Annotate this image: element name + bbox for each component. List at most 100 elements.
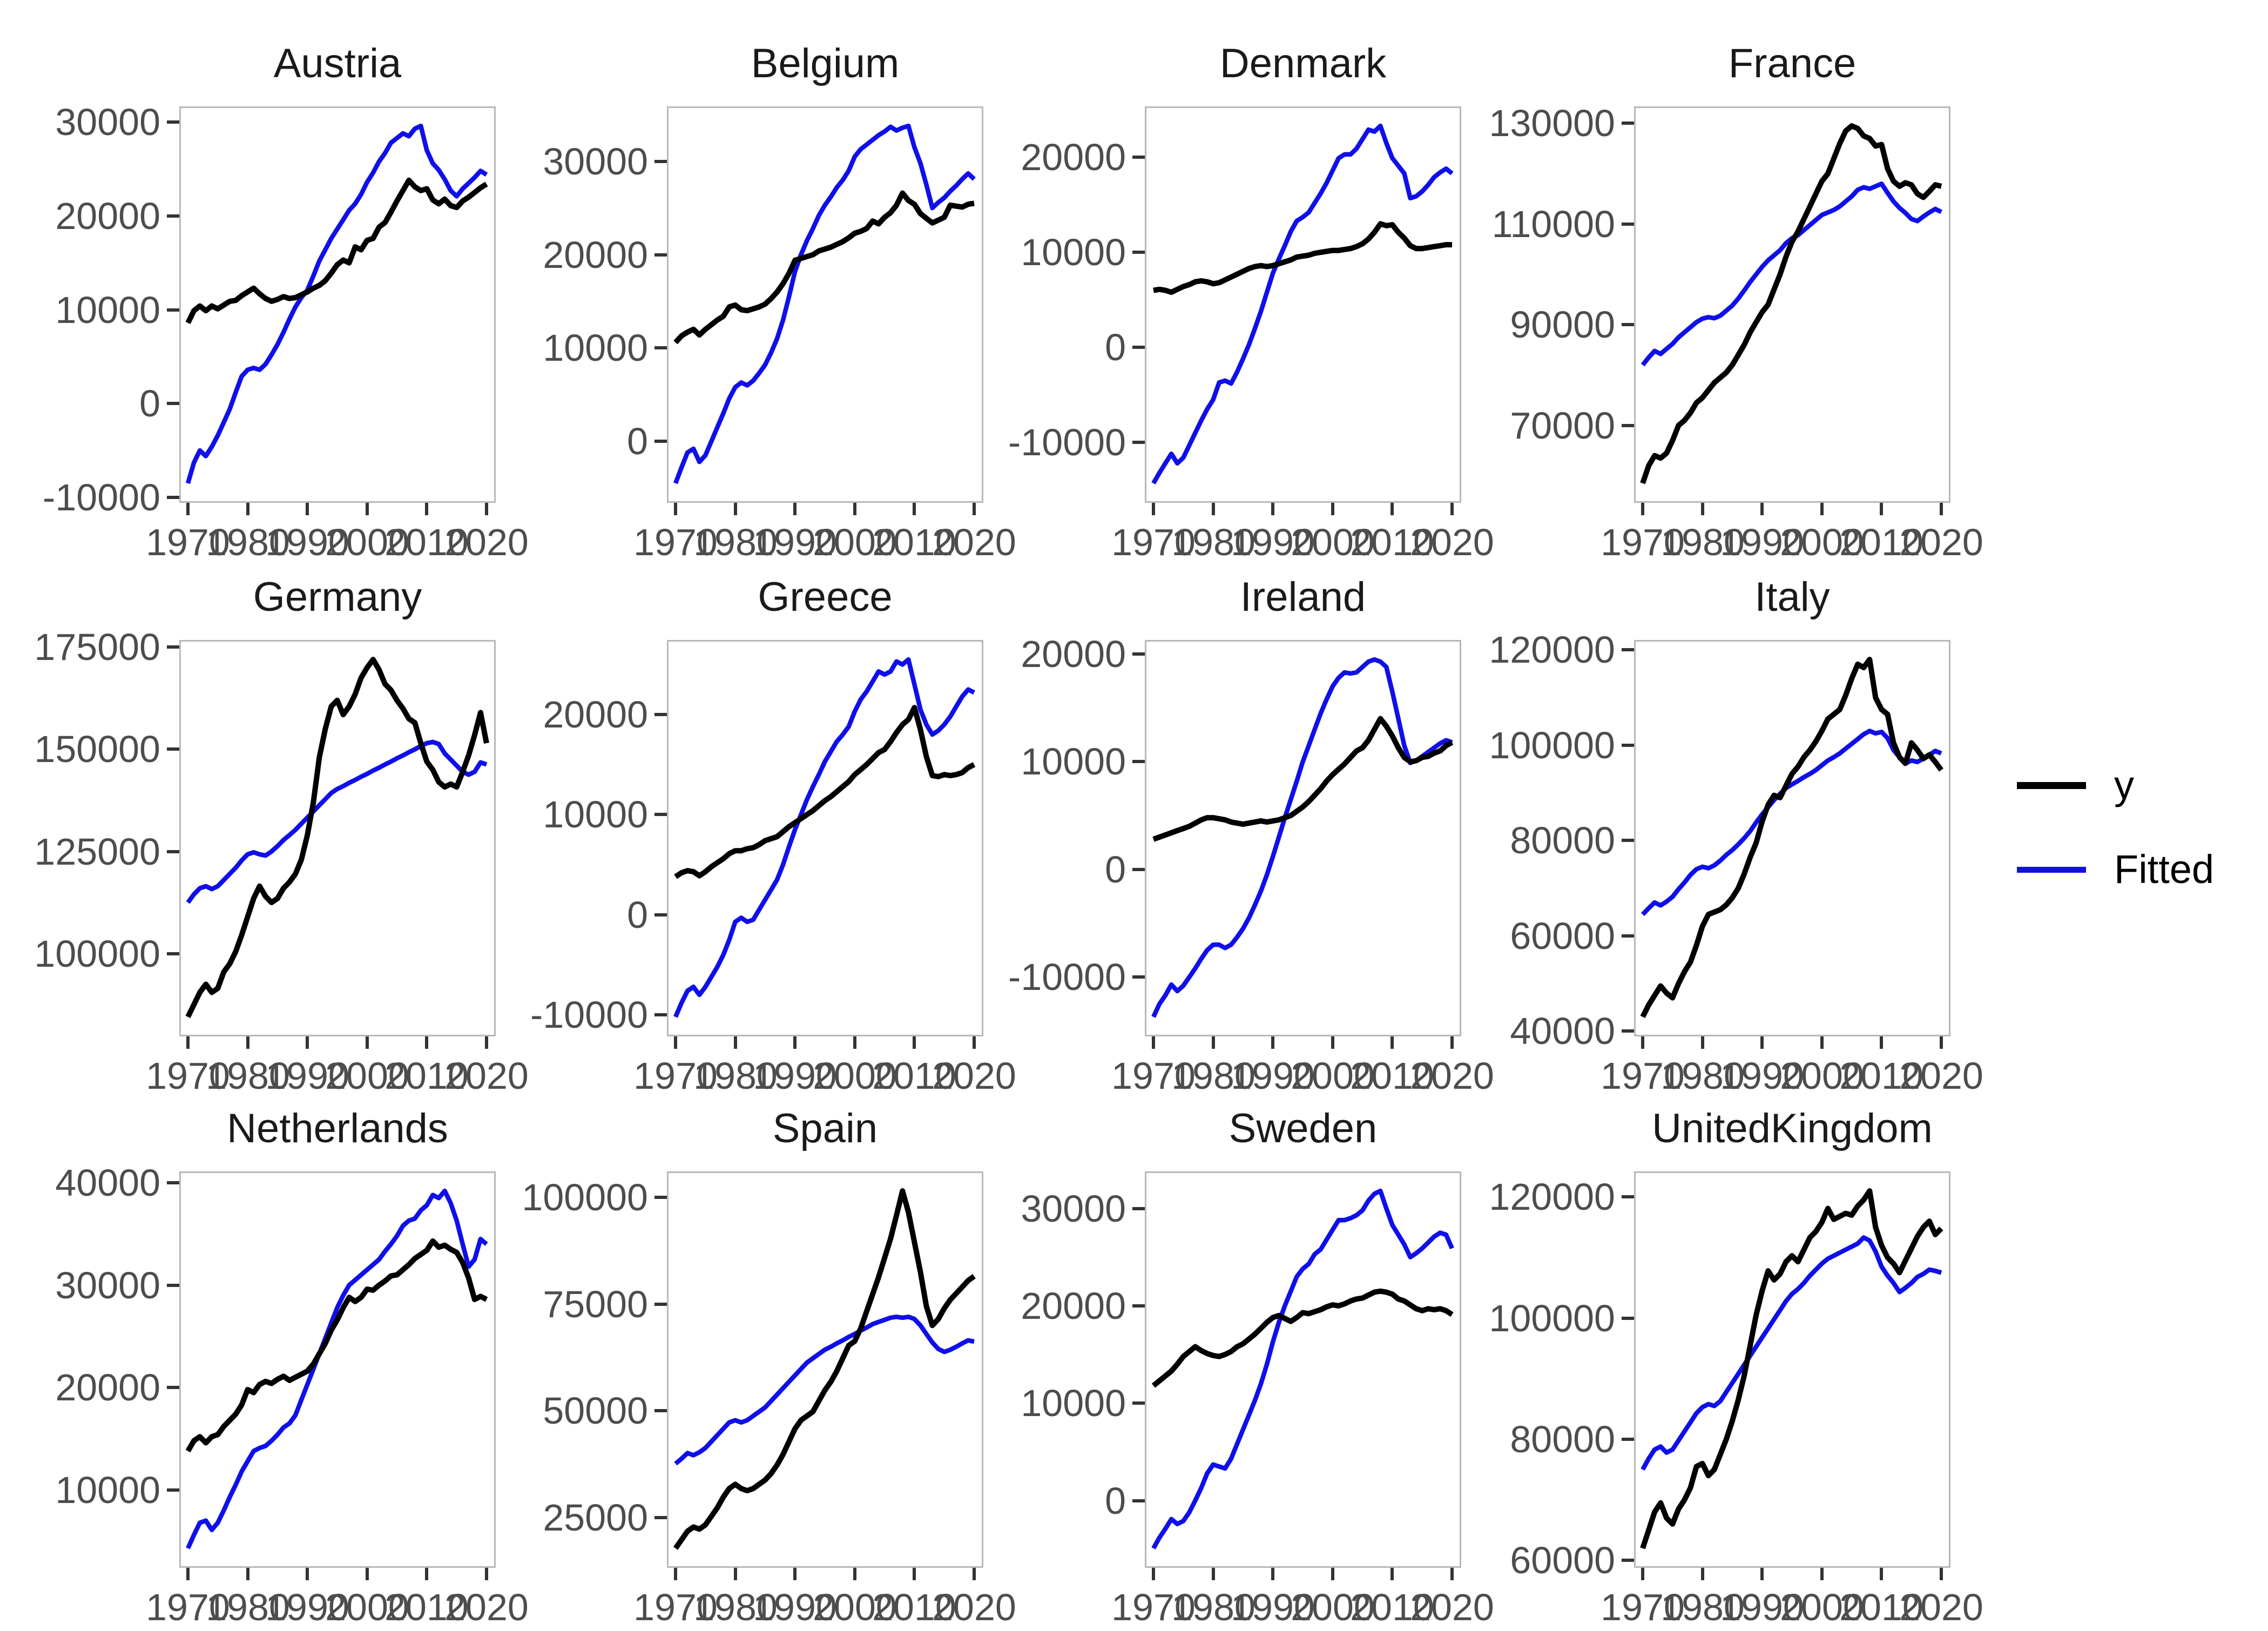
plot-panel [667, 640, 983, 1036]
x-axis-tick-mark [1390, 503, 1394, 515]
legend-entry-y: y [2017, 755, 2265, 816]
y-axis-tick-label: 20000 [1021, 1285, 1126, 1327]
y-axis-tick-label: 70000 [1510, 405, 1615, 447]
x-axis-tick-label: 2020 [1410, 521, 1494, 563]
legend-label-fitted: Fitted [2114, 847, 2215, 892]
x-axis-tick-mark [853, 1568, 856, 1580]
legend-key-fitted-line [2017, 866, 2086, 873]
y-axis-tick-label: 20000 [55, 195, 160, 237]
y-axis-tick-mark [1132, 868, 1145, 871]
x-axis-tick-mark [853, 1036, 856, 1049]
y-axis-tick-mark [1622, 648, 1634, 651]
x-axis-tick-mark [793, 1036, 796, 1049]
x-axis-tick-mark [674, 1036, 677, 1049]
x-axis-tick-label: 2020 [1899, 521, 1983, 563]
y-axis-tick-label: -10000 [530, 994, 648, 1036]
y-axis-tick-mark [1132, 156, 1145, 159]
y-axis-tick-mark [167, 850, 179, 853]
y-axis-tick-mark [654, 813, 667, 816]
x-axis-tick-mark [734, 1568, 737, 1580]
y-axis-tick-label: 30000 [55, 101, 160, 143]
y-axis-tick-label: 0 [627, 894, 648, 936]
x-axis-tick-label: 1970 [1111, 521, 1196, 563]
series-line-y [185, 1238, 488, 1453]
plot-panel [1145, 1171, 1461, 1568]
y-axis-tick-mark [654, 253, 667, 257]
y-axis-tick-label: 75000 [543, 1283, 648, 1325]
x-axis-tick-mark [366, 503, 369, 515]
facet-france: France 70000 90000 110000 130000 1970 1980 1990… [1463, 27, 1983, 566]
y-axis-tick-label: 80000 [1510, 819, 1615, 861]
facet-sweden: Sweden 0 10000 20000 30000 1970 1980 1990 2000 20… [974, 1092, 1494, 1631]
plot-panel [179, 1171, 496, 1568]
series-line-y [185, 177, 488, 325]
x-axis-tick-mark [1641, 1568, 1644, 1580]
y-axis-tick-mark [1622, 223, 1634, 226]
x-axis-tick-label: 1990 [265, 521, 349, 563]
y-axis-tick-label: 100000 [1489, 1297, 1615, 1339]
y-axis-tick-label: 0 [139, 382, 160, 424]
x-axis-tick-mark [1212, 1036, 1215, 1049]
y-axis-tick-mark [167, 496, 179, 499]
x-axis-tick-mark [793, 1568, 796, 1580]
y-axis-tick-mark [167, 747, 179, 751]
plot-panel [1634, 1171, 1950, 1568]
y-axis-tick-label: 0 [1105, 1480, 1126, 1522]
x-axis-tick-mark [1880, 503, 1883, 515]
y-axis-tick-mark [167, 1181, 179, 1184]
y-axis-tick-mark [1622, 839, 1634, 842]
facet-title: France [1728, 41, 1857, 86]
y-axis-tick-mark [1132, 652, 1145, 656]
y-axis-tick-label: 20000 [543, 693, 648, 736]
x-axis-tick-label: 2010 [1350, 1055, 1434, 1097]
x-axis-tick-mark [734, 503, 737, 515]
series-line-fitted [673, 657, 975, 1018]
y-axis-tick-mark [654, 1409, 667, 1412]
legend-key-y-line [2017, 781, 2086, 789]
x-axis-tick-label: 2020 [1899, 1055, 1983, 1097]
x-axis-tick-label: 2000 [1780, 1055, 1864, 1097]
series-line-y [1640, 123, 1942, 484]
y-axis-tick-label: 20000 [1021, 136, 1126, 178]
facet-title: Greece [758, 574, 893, 620]
y-axis-tick-mark [654, 713, 667, 716]
facet-title: UnitedKingdom [1652, 1106, 1933, 1151]
series-line-y [185, 657, 489, 1019]
facet-title: Belgium [751, 41, 900, 86]
y-axis-tick-mark [1622, 1029, 1634, 1033]
y-axis-tick-label: 10000 [1021, 740, 1126, 783]
x-axis-tick-mark [674, 503, 677, 515]
x-axis-tick-label: 2020 [444, 1055, 529, 1097]
facet-unitedkingdom: UnitedKingdom 60000 80000 100000 120000 1970 1… [1463, 1092, 1983, 1631]
y-axis-tick-label: 20000 [1021, 633, 1126, 675]
y-axis-tick-mark [1132, 346, 1145, 349]
x-axis-tick-mark [1760, 503, 1764, 515]
x-axis-tick-mark [1271, 503, 1274, 515]
x-axis-tick-mark [425, 1036, 428, 1049]
y-axis-tick-label: 80000 [1510, 1418, 1615, 1460]
series-line-fitted [673, 123, 976, 484]
facet-title: Netherlands [227, 1106, 448, 1151]
x-axis-tick-mark [1940, 1036, 1943, 1049]
x-axis-tick-mark [1701, 1036, 1704, 1049]
x-axis-tick-label: 1990 [1720, 1055, 1804, 1097]
x-axis-tick-mark [485, 503, 488, 515]
y-axis-tick-label: 120000 [1489, 629, 1615, 671]
plot-panel [667, 1171, 983, 1568]
x-axis-tick-mark [186, 1036, 190, 1049]
y-axis-tick-mark [167, 1386, 179, 1389]
y-axis-tick-mark [167, 1284, 179, 1287]
x-axis-tick-mark [1450, 1568, 1454, 1580]
y-axis-tick-label: 110000 [1491, 203, 1615, 245]
x-axis-tick-label: 2000 [1291, 521, 1375, 563]
y-axis-tick-mark [1622, 1438, 1634, 1441]
x-axis-tick-mark [246, 1568, 249, 1580]
x-axis-tick-mark [674, 1568, 677, 1580]
x-axis-tick-label: 2000 [1780, 521, 1864, 563]
y-axis-tick-mark [1622, 1195, 1634, 1198]
x-axis-tick-label: 2000 [325, 1055, 409, 1097]
series-line-fitted [186, 1188, 488, 1549]
y-axis-tick-label: 10000 [55, 1469, 160, 1511]
x-axis-tick-mark [485, 1568, 488, 1580]
y-axis-tick-mark [1622, 1317, 1634, 1320]
